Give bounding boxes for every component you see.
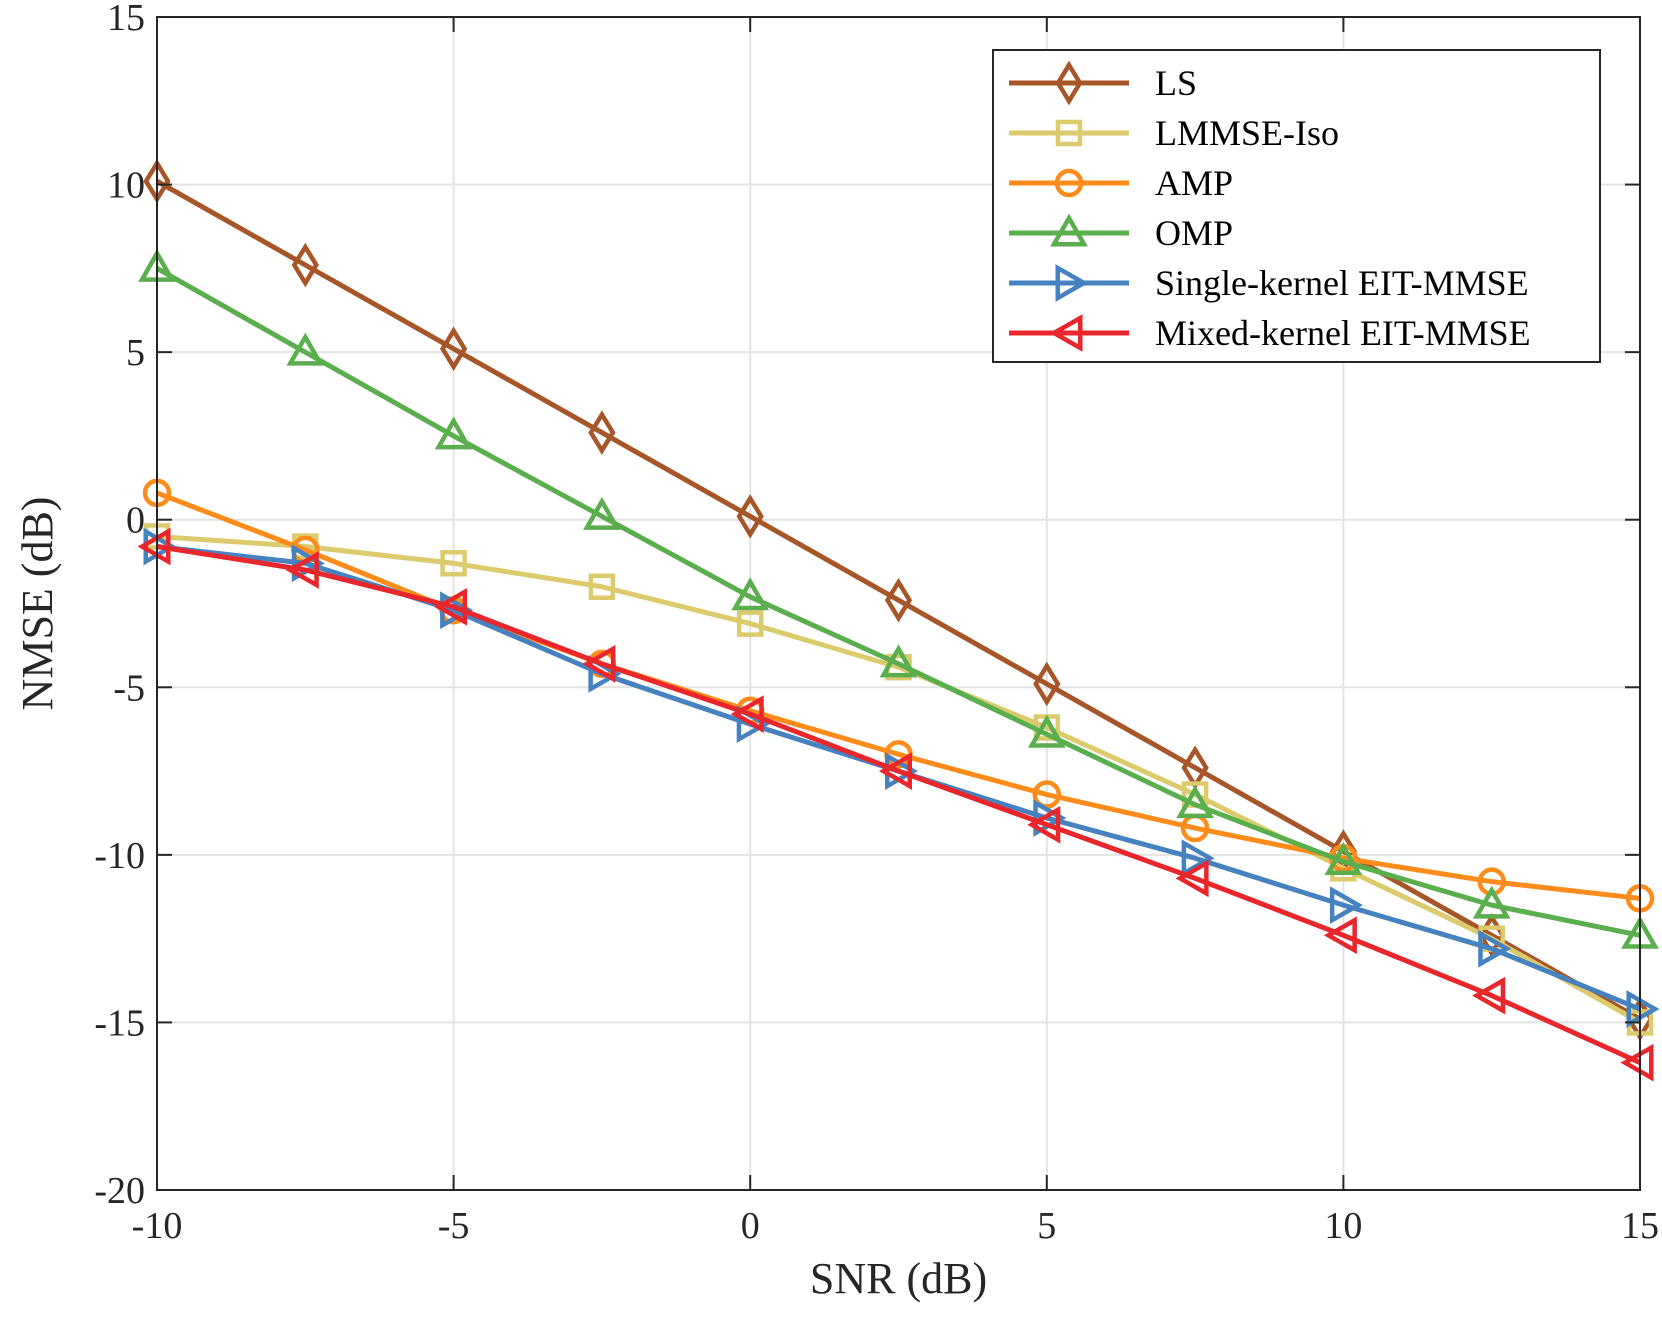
plot-frame xyxy=(156,16,1641,1191)
y-tick-label: 15 xyxy=(107,0,145,39)
y-tick-label: -15 xyxy=(94,1002,145,1044)
series-line xyxy=(156,544,1642,1065)
data-point xyxy=(736,494,764,539)
data-point xyxy=(434,416,473,450)
tick-labels: -10 -5 0 5 10 15 -20 -15 -10 -5 0 5 10 15 xyxy=(94,0,1659,1247)
data-point xyxy=(1323,916,1357,955)
data-point xyxy=(582,644,616,683)
x-tick-label: -10 xyxy=(132,1205,183,1247)
legend-item: LS xyxy=(1009,60,1197,106)
series-line xyxy=(155,266,1641,938)
data-point xyxy=(1033,661,1061,707)
series-mixed-kernel-eit-mmse xyxy=(137,527,1654,1082)
data-point xyxy=(879,644,918,678)
legend-item: AMP xyxy=(1009,163,1233,203)
data-point xyxy=(736,610,764,637)
x-tick-label: -5 xyxy=(438,1205,470,1247)
series-omp xyxy=(138,248,1659,949)
series-line xyxy=(156,533,1642,1025)
data-point xyxy=(583,496,621,530)
x-tick-label: 0 xyxy=(741,1205,760,1247)
data-point xyxy=(1027,714,1066,748)
axis-ticks xyxy=(156,16,1641,1191)
x-tick-label: 15 xyxy=(1621,1205,1659,1247)
legend-label: Single-kernel EIT-MMSE xyxy=(1155,263,1529,303)
legend-label: LS xyxy=(1155,63,1197,103)
data-point xyxy=(1181,839,1215,878)
data-point xyxy=(137,527,171,566)
y-tick-label: 0 xyxy=(126,500,145,542)
data-point xyxy=(440,550,467,577)
legend-marker xyxy=(1049,314,1083,352)
y-tick-label: -5 xyxy=(113,667,145,709)
data-point xyxy=(588,573,616,600)
data-point xyxy=(1620,1043,1654,1082)
data-point xyxy=(434,587,468,626)
data-point xyxy=(286,332,325,366)
series-line xyxy=(155,179,1642,1022)
legend-marker xyxy=(1055,60,1083,106)
legend-item: OMP xyxy=(1009,213,1233,253)
legend-marker xyxy=(1054,168,1084,198)
x-tick-label: 10 xyxy=(1324,1205,1362,1247)
y-tick-label: 5 xyxy=(126,332,145,374)
data-point xyxy=(730,695,764,733)
data-point xyxy=(439,326,468,372)
legend-label: OMP xyxy=(1155,213,1233,253)
legend-marker xyxy=(1055,264,1089,302)
data-point xyxy=(878,752,912,790)
data-point xyxy=(1329,886,1363,925)
y-tick-label: 10 xyxy=(107,165,145,207)
legend-item: LMMSE-Iso xyxy=(1009,113,1339,153)
data-point xyxy=(731,577,770,611)
y-tick-label: -10 xyxy=(94,835,145,877)
legend: LS LMMSE-Iso AMP OMP Single-kernel EIT-MMSE M… xyxy=(992,49,1601,363)
series-lines xyxy=(137,158,1660,1082)
data-point xyxy=(1027,805,1061,844)
x-axis-label: SNR (dB) xyxy=(810,1254,987,1303)
data-point xyxy=(1032,780,1062,809)
legend-item: Single-kernel EIT-MMSE xyxy=(1009,263,1529,303)
data-point xyxy=(884,577,913,623)
data-point xyxy=(588,410,616,455)
data-point xyxy=(1324,842,1363,876)
legend-label: LMMSE-Iso xyxy=(1155,113,1339,153)
data-point xyxy=(1175,859,1209,898)
data-point xyxy=(285,551,319,589)
data-point xyxy=(1478,929,1512,968)
data-point xyxy=(1626,990,1660,1028)
data-point xyxy=(1472,885,1511,919)
legend-box xyxy=(992,49,1601,363)
y-tick-label: -20 xyxy=(94,1170,145,1212)
y-axis-label: NMSE (dB) xyxy=(13,497,62,711)
data-point xyxy=(291,242,319,288)
legend-label: Mixed-kernel EIT-MMSE xyxy=(1155,313,1531,353)
legend-marker xyxy=(1055,119,1083,147)
x-tick-label: 5 xyxy=(1037,1205,1056,1247)
legend-marker xyxy=(1050,213,1088,247)
data-point xyxy=(1176,785,1214,819)
legend-item: Mixed-kernel EIT-MMSE xyxy=(1009,313,1531,353)
series-line xyxy=(156,490,1641,901)
legend-label: AMP xyxy=(1155,163,1233,203)
data-point xyxy=(1472,976,1506,1015)
